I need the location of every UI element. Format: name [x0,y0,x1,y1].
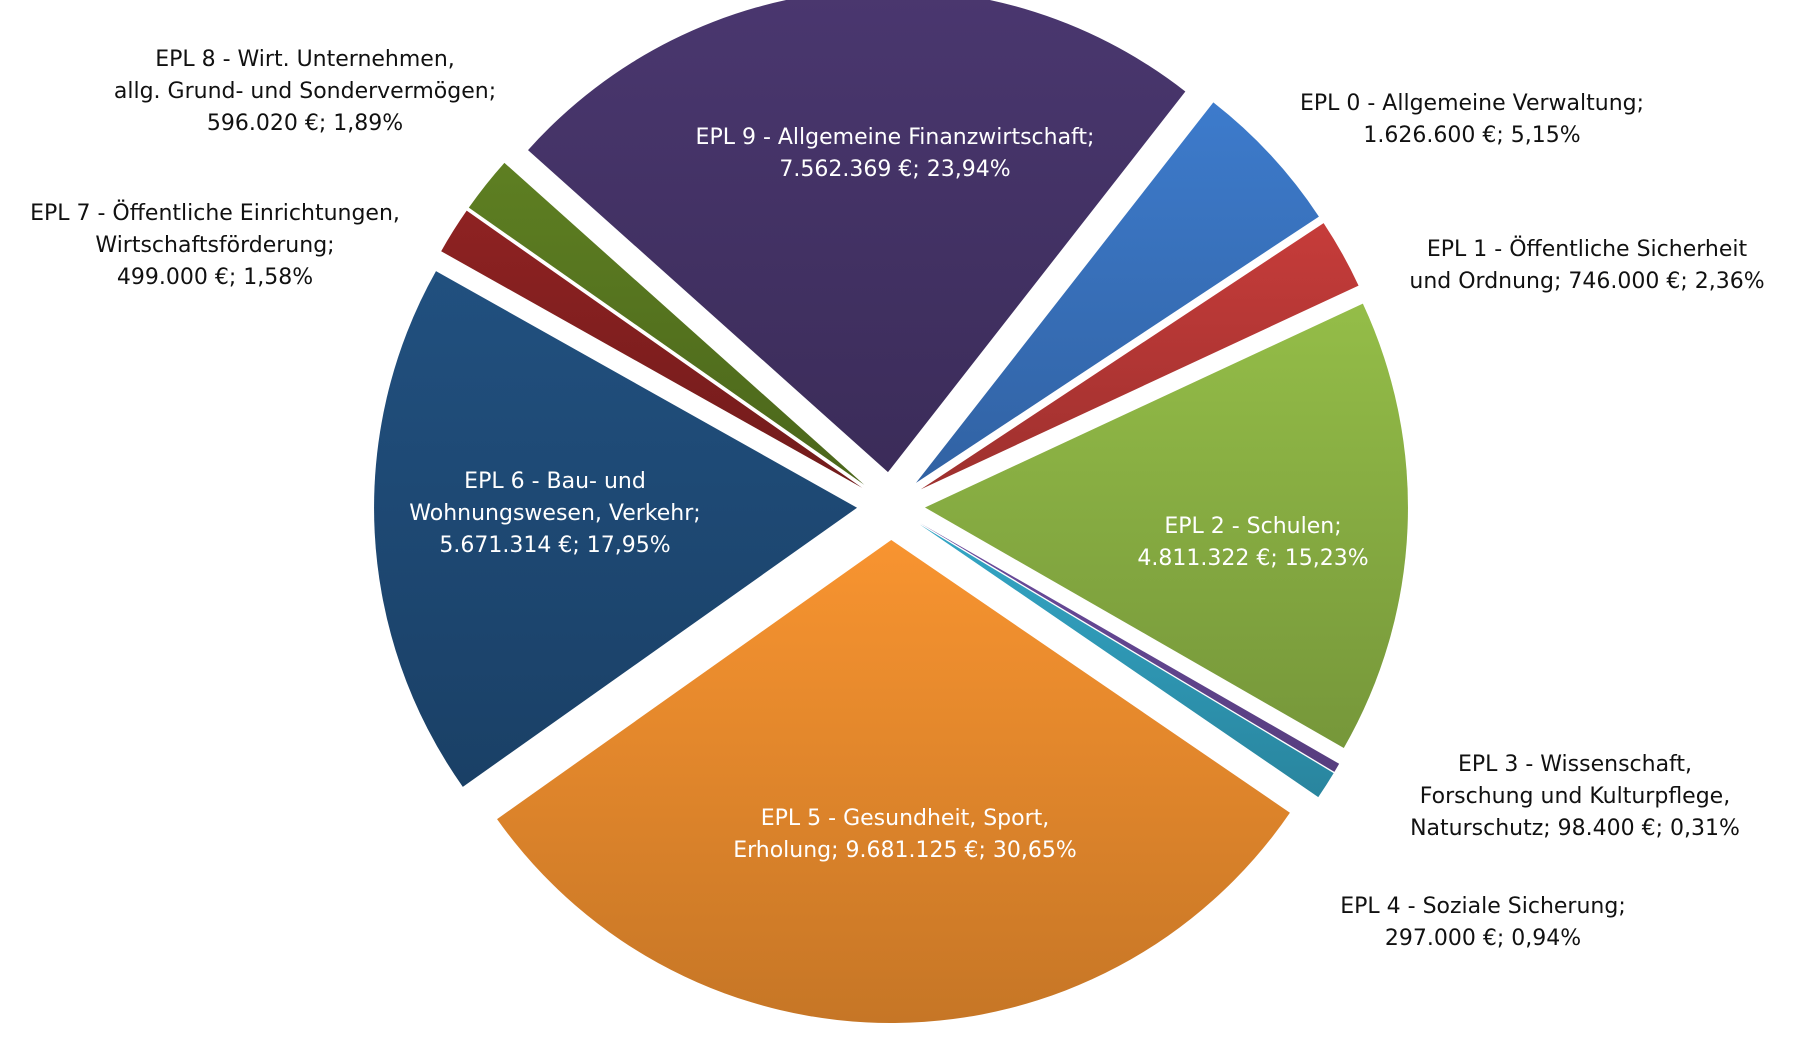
data-label: 1.626.600 €; 5,15% [1363,123,1580,148]
data-label: und Ordnung; 746.000 €; 2,36% [1409,269,1764,294]
data-label: 499.000 €; 1,58% [117,265,313,290]
pie-slice [920,223,1359,490]
data-label: EPL 5 - Gesundheit, Sport, [761,806,1050,831]
data-label: EPL 6 - Bau- und [464,469,646,494]
data-label: Erholung; 9.681.125 €; 30,65% [733,838,1077,863]
pie-slice [915,102,1319,483]
data-label: EPL 0 - Allgemeine Verwaltung; [1300,91,1644,116]
pie-slice [919,524,1334,798]
pie-slice [441,210,863,488]
pie-slice [528,0,1186,473]
data-label: allg. Grund- und Sondervermögen; [114,79,496,104]
data-label: Wohnungswesen, Verkehr; [409,501,700,526]
data-label: Forschung und Kulturpflege, [1420,784,1730,809]
pie-slice [924,303,1408,749]
data-label: 297.000 €; 0,94% [1385,926,1581,951]
pie-slice [497,539,1290,1023]
data-label: EPL 8 - Wirt. Unternehmen, [155,47,455,72]
pie-slice [920,523,1340,772]
data-label: 4.811.322 €; 15,23% [1137,546,1368,571]
data-label: EPL 7 - Öffentliche Einrichtungen, [30,200,400,226]
data-label: Wirtschaftsförderung; [95,233,334,258]
data-label: EPL 9 - Allgemeine Finanzwirtschaft; [696,125,1095,150]
data-label: EPL 2 - Schulen; [1164,514,1341,539]
data-label: 5.671.314 €; 17,95% [439,533,670,558]
data-label: EPL 4 - Soziale Sicherung; [1340,894,1626,919]
pie-slice [374,271,858,787]
data-label: EPL 3 - Wissenschaft, [1458,752,1692,777]
data-label: Naturschutz; 98.400 €; 0,31% [1410,816,1740,841]
pie-slice [468,162,865,485]
data-label: 596.020 €; 1,89% [207,111,403,136]
data-label: 7.562.369 €; 23,94% [779,157,1010,182]
data-label: EPL 1 - Öffentliche Sicherheit [1427,236,1748,262]
